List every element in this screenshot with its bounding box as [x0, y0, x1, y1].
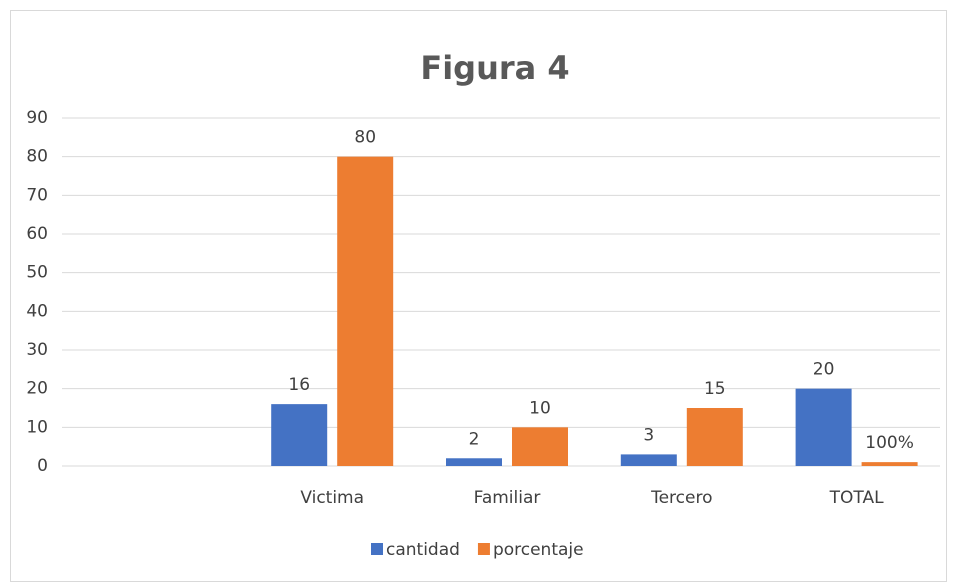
y-tick-label: 0 — [37, 456, 48, 476]
data-label: 10 — [529, 398, 551, 418]
y-tick-label: 80 — [26, 147, 48, 167]
x-tick-label: Familiar — [474, 488, 541, 508]
legend-label: cantidad — [386, 540, 460, 560]
bar — [446, 458, 502, 466]
legend-label: porcentaje — [493, 540, 584, 560]
x-tick-label: TOTAL — [829, 488, 884, 508]
bar — [861, 462, 918, 466]
data-label: 80 — [354, 128, 376, 148]
y-tick-label: 40 — [26, 301, 48, 321]
data-label: 15 — [704, 379, 726, 399]
bar — [620, 454, 677, 466]
y-tick-label: 10 — [26, 417, 48, 437]
chart-title: Figura 4 — [420, 49, 569, 87]
bar — [512, 427, 568, 466]
bar — [686, 408, 743, 466]
y-tick-label: 70 — [26, 185, 48, 205]
bar — [337, 156, 394, 466]
legend-swatch — [477, 543, 490, 555]
y-tick-label: 60 — [26, 224, 48, 244]
y-tick-label: 50 — [26, 263, 48, 283]
bar — [795, 388, 852, 466]
data-label: 100% — [865, 433, 914, 453]
legend-swatch — [371, 543, 383, 555]
y-tick-label: 30 — [26, 340, 48, 360]
x-tick-label: Victima — [300, 488, 364, 508]
chart-frame — [10, 10, 947, 582]
data-label: 16 — [288, 375, 310, 395]
y-tick-label: 20 — [26, 379, 48, 399]
data-label: 20 — [813, 360, 835, 380]
data-label: 3 — [643, 425, 654, 445]
x-tick-label: Tercero — [650, 488, 712, 508]
data-label: 2 — [469, 429, 480, 449]
y-tick-label: 90 — [26, 108, 48, 128]
bar — [271, 404, 328, 466]
